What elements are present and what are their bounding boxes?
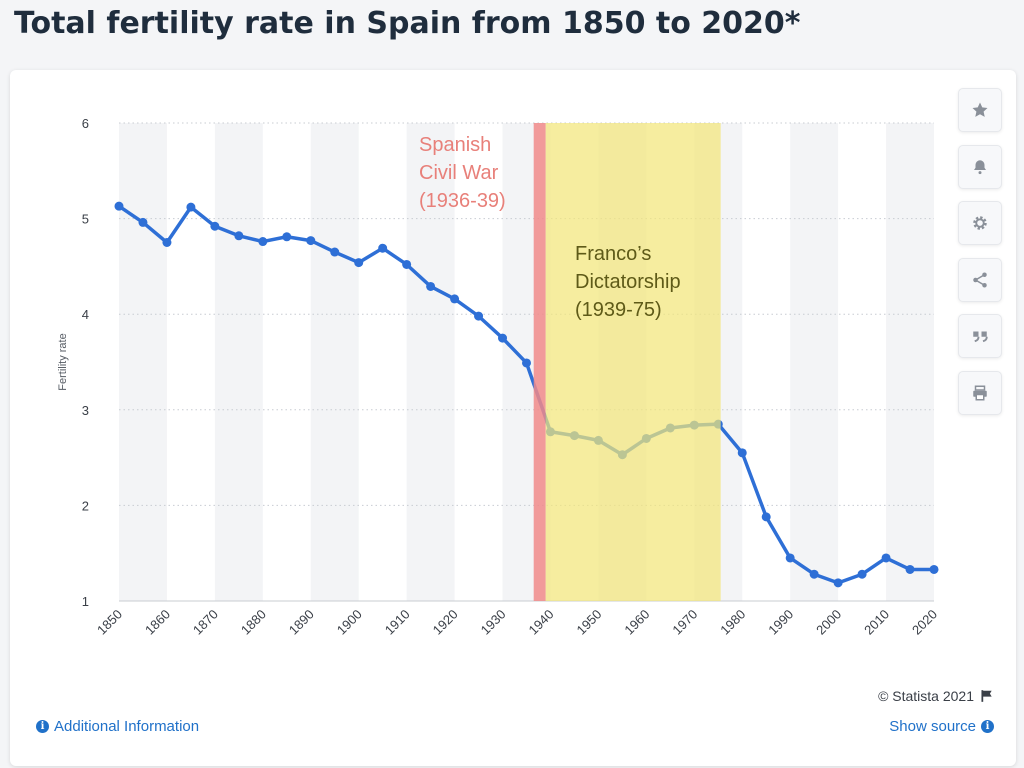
plot-column-shade [406, 123, 455, 601]
x-tick-label: 1900 [334, 607, 365, 638]
info-icon: i [36, 720, 49, 733]
data-point [881, 553, 891, 563]
x-tick-label: 1920 [430, 607, 461, 638]
dictatorship-annotation: Franco’s Dictatorship (1939-75) [575, 243, 681, 321]
civil-war-band [533, 123, 546, 601]
data-point [330, 247, 340, 257]
annotation-line: Spanish [419, 134, 491, 156]
data-point [138, 217, 148, 227]
flag-icon[interactable] [980, 689, 994, 703]
credit-text: © Statista 2021 [878, 688, 974, 704]
bell-icon [974, 159, 986, 174]
y-axis-label: Fertility rate [57, 333, 69, 390]
y-tick-label: 2 [82, 498, 89, 513]
data-point [809, 569, 819, 579]
data-point [186, 202, 196, 212]
y-tick-label: 1 [82, 594, 89, 609]
data-point [378, 243, 388, 253]
x-tick-label: 2020 [909, 607, 940, 638]
annotation-line: Dictatorship [575, 271, 681, 293]
settings-button[interactable] [958, 201, 1002, 245]
data-point [426, 281, 436, 291]
x-tick-label: 1870 [190, 607, 221, 638]
data-point [282, 232, 292, 242]
statista-credit: © Statista 2021 [878, 688, 994, 704]
data-point [114, 201, 124, 211]
data-point [929, 564, 939, 574]
print-icon [973, 385, 987, 400]
x-tick-label: 1960 [621, 607, 652, 638]
gear-icon [973, 216, 987, 230]
annotation-line: (1939-75) [575, 299, 662, 321]
favorite-button[interactable] [958, 88, 1002, 132]
show-source-label: Show source [889, 718, 976, 735]
additional-information-link[interactable]: i Additional Information [36, 718, 199, 735]
x-tick-label: 1930 [478, 607, 509, 638]
share-button[interactable] [958, 257, 1002, 302]
line-chart: 1 2 3 4 5 6 1850 1860 1870 1880 1890 1900 1910 1920 19… [57, 116, 940, 638]
y-tick-label: 5 [82, 212, 89, 227]
data-point [162, 238, 172, 247]
x-tick-label: 1890 [286, 607, 317, 638]
x-tick-label: 1990 [765, 607, 796, 638]
data-point [737, 448, 747, 458]
x-tick-label: 1910 [382, 607, 413, 638]
print-button[interactable] [958, 370, 1002, 415]
chart-toolbar [958, 88, 1002, 427]
data-point [210, 221, 220, 231]
show-source-link[interactable]: Show source i [889, 718, 994, 735]
plot-column-shade [790, 123, 839, 601]
y-tick-label: 4 [82, 307, 89, 322]
data-point [354, 258, 364, 268]
plot-column-shade [119, 123, 167, 601]
annotation-line: Civil War [419, 162, 499, 184]
x-tick-label: 1950 [573, 607, 604, 638]
data-point [785, 553, 795, 563]
x-tick-label: 2010 [861, 607, 892, 638]
x-tick-label: 1970 [669, 607, 700, 638]
x-tick-label: 1880 [238, 607, 269, 638]
plot-column-shade [310, 123, 359, 601]
cite-button[interactable] [958, 314, 1002, 358]
share-icon [973, 272, 987, 287]
quote-icon [973, 331, 988, 343]
x-tick-label: 1980 [717, 607, 748, 638]
plot-column-shade [214, 123, 263, 601]
chart-card: 1 2 3 4 5 6 1850 1860 1870 1880 1890 1900 1910 1920 19… [10, 70, 1016, 766]
plot-column-shade [886, 123, 934, 601]
data-point [761, 512, 771, 522]
y-tick-label: 3 [82, 403, 89, 418]
x-tick-label: 1860 [142, 607, 173, 638]
star-icon [972, 102, 988, 117]
data-point [306, 236, 316, 246]
notification-button[interactable] [958, 144, 1002, 189]
info-icon: i [981, 720, 994, 733]
data-point [450, 294, 460, 304]
data-point [402, 259, 412, 269]
dictatorship-band [545, 123, 721, 601]
data-point [234, 231, 244, 241]
x-tick-label: 2000 [813, 607, 844, 638]
x-tick-label: 1850 [94, 607, 125, 638]
x-tick-label: 1940 [526, 607, 557, 638]
additional-information-label: Additional Information [54, 718, 200, 735]
data-point [833, 578, 843, 588]
data-point [498, 333, 508, 343]
page-title: Total fertility rate in Spain from 1850 … [14, 6, 801, 41]
data-point [905, 564, 915, 574]
data-point [857, 569, 867, 579]
y-tick-label: 6 [82, 116, 89, 131]
annotation-line: Franco’s [575, 243, 651, 265]
data-point [522, 358, 531, 368]
annotation-line: (1936-39) [419, 190, 506, 212]
data-point [258, 237, 268, 247]
data-point [474, 311, 484, 321]
civil-war-annotation: Spanish Civil War (1936-39) [419, 134, 506, 212]
